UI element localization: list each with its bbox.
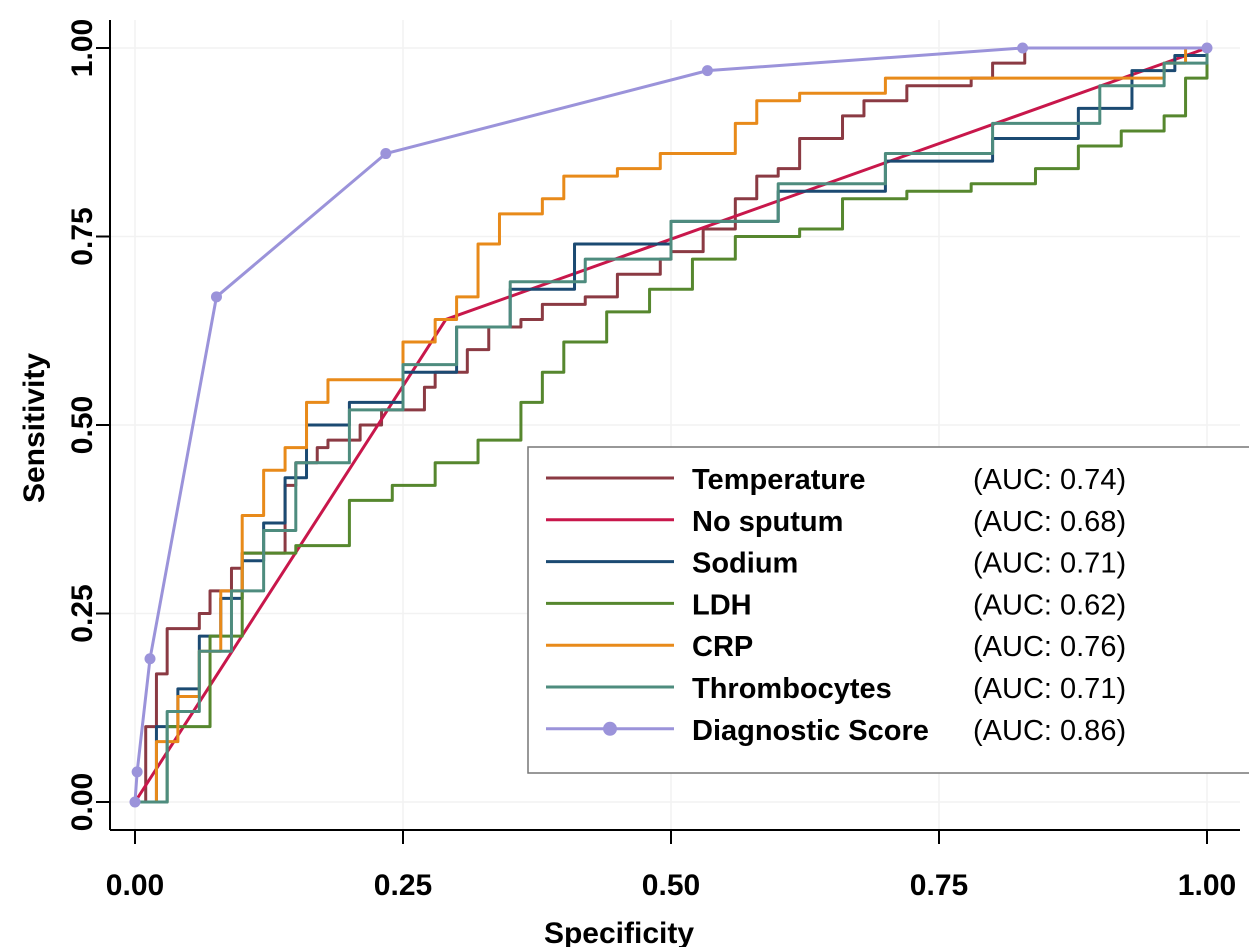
x-tick-label-3: 0.75: [910, 869, 968, 902]
legend-auc-crp: (AUC: 0.76): [973, 631, 1126, 663]
legend-label-ldh: LDH: [692, 589, 752, 621]
series-line-diagnostic-score: [133, 46, 1207, 803]
legend-auc-thrombocytes: (AUC: 0.71): [973, 673, 1126, 705]
legend-auc-no-sputum: (AUC: 0.68): [973, 506, 1126, 538]
x-tick-label-2: 0.50: [642, 869, 700, 902]
legend-box: [527, 446, 1249, 774]
diagnostic-score-point-0: [129, 796, 141, 808]
x-tick-label-1: 0.25: [374, 869, 432, 902]
series-line-ldh: [135, 48, 1209, 804]
diagnostic-score-point-2: [144, 653, 156, 665]
series-layer: [129, 42, 1213, 808]
y-tick-label-1: 0.25: [66, 584, 99, 642]
series-line-thrombocytes: [135, 48, 1209, 804]
legend-auc-sodium: (AUC: 0.71): [973, 548, 1126, 580]
legend-auc-ldh: (AUC: 0.62): [973, 589, 1126, 621]
y-tick-label-0: 0.00: [66, 773, 99, 831]
legend-label-temperature: Temperature: [692, 464, 866, 496]
y-tick-label-4: 1.00: [66, 19, 99, 77]
legend-label-sodium: Sodium: [692, 548, 798, 580]
legend-label-crp: CRP: [692, 631, 753, 663]
diagnostic-score-point-5: [701, 65, 713, 77]
series-line-temperature: [135, 48, 1027, 804]
diagnostic-score-point-1: [131, 766, 143, 778]
legend: Temperature (AUC: 0.74) No sputum (AUC: 0.6…: [527, 446, 1249, 774]
x-axis-title: Specificity: [544, 917, 694, 947]
legend-label-thrombocytes: Thrombocytes: [692, 673, 892, 705]
diagnostic-score-point-4: [380, 148, 392, 160]
legend-label-diagnostic-score: Diagnostic Score: [692, 715, 929, 747]
y-axis-title: Sensitivity: [18, 353, 51, 503]
y-tick-label-3: 0.75: [66, 207, 99, 265]
legend-marker-diagnostic-score: [603, 721, 617, 736]
x-tick-label-0: 0.00: [106, 869, 164, 902]
diagnostic-score-point-6: [1017, 42, 1029, 54]
legend-label-no-sputum: No sputum: [692, 506, 843, 538]
legend-auc-temperature: (AUC: 0.74): [973, 464, 1126, 496]
axes: 0.00 0.25 0.50 0.75 1.00 0.00 0.25 0.50 0.75 1.00: [66, 19, 1240, 902]
diagnostic-score-point-3: [210, 291, 222, 303]
x-tick-label-4: 1.00: [1178, 869, 1236, 902]
y-tick-label-2: 0.50: [66, 396, 99, 454]
diagnostic-score-point-7: [1201, 42, 1213, 54]
legend-auc-diagnostic-score: (AUC: 0.86): [973, 715, 1126, 747]
